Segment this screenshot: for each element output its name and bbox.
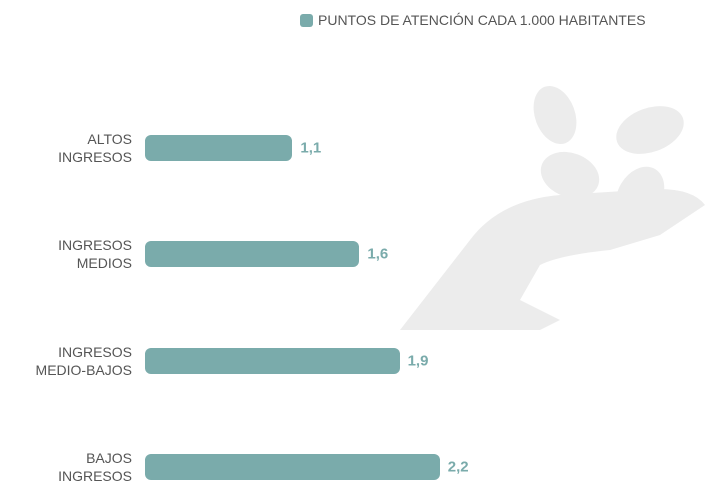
value-label: 1,9 <box>408 353 429 370</box>
bar <box>145 241 359 267</box>
legend-swatch <box>300 14 313 27</box>
hand-coins-icon <box>400 80 705 330</box>
bar <box>145 454 440 480</box>
category-label: INGRESOS MEDIOS <box>20 236 132 272</box>
legend-label: PUNTOS DE ATENCIÓN CADA 1.000 HABITANTES <box>318 12 646 28</box>
bar <box>145 135 292 161</box>
value-label: 2,2 <box>448 459 469 476</box>
category-label: INGRESOS MEDIO-BAJOS <box>20 343 132 379</box>
chart: PUNTOS DE ATENCIÓN CADA 1.000 HABITANTES… <box>0 0 716 489</box>
category-label: BAJOS INGRESOS <box>20 449 132 485</box>
bar <box>145 348 400 374</box>
value-label: 1,1 <box>300 140 321 157</box>
category-label: ALTOS INGRESOS <box>20 130 132 166</box>
value-label: 1,6 <box>367 246 388 263</box>
